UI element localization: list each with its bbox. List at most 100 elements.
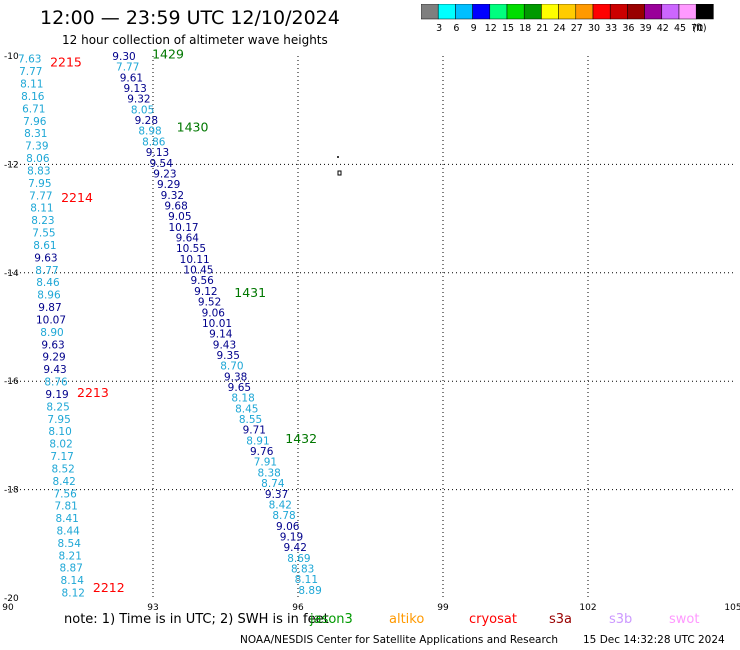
lon-tick-label: 102 — [579, 603, 596, 613]
wave-height-value: 10.55 — [176, 243, 206, 255]
wave-height-value: 8.02 — [49, 439, 72, 451]
wave-height-value: 8.41 — [55, 513, 78, 525]
wave-height-value: 8.42 — [269, 499, 292, 511]
wave-height-value: 8.87 — [60, 563, 83, 575]
legend-swatch — [695, 4, 714, 20]
wave-height-value: 8.77 — [35, 265, 58, 277]
legend-label: 36 — [622, 23, 634, 34]
track-number: 2215 — [50, 54, 82, 69]
wave-height-value: 9.65 — [228, 382, 251, 394]
wave-height-value: 8.83 — [291, 564, 314, 576]
track-number: 1429 — [152, 46, 184, 61]
wave-height-value: 8.45 — [235, 403, 258, 415]
legend-label: 42 — [657, 23, 669, 34]
wave-height-value: 8.21 — [59, 550, 82, 562]
wave-height-value: 8.74 — [261, 478, 285, 490]
wave-height-value: 9.13 — [146, 147, 169, 159]
wave-height-value: 8.78 — [272, 510, 295, 522]
wave-height-value: 8.69 — [287, 553, 310, 565]
legend-unit: (ft) — [692, 23, 706, 34]
lon-tick-label: 96 — [292, 603, 304, 613]
track-number: 2212 — [93, 580, 125, 595]
wave-height-value: 7.56 — [53, 488, 77, 500]
wave-height-value: 8.55 — [239, 414, 262, 426]
altimeter-map: 90 93 96 99 102 105-10-12-14-16-18-20 2215221… — [2, 46, 740, 613]
lat-lon-grid — [8, 56, 733, 598]
wave-height-value: 8.89 — [298, 585, 321, 597]
wave-height-legend: 3 6 9 12 15 18 21 24 27 30 33 36 39 42 45 70(ft) — [421, 4, 714, 34]
wave-height-value: 8.70 — [220, 361, 243, 373]
wave-height-value: 6.71 — [22, 103, 45, 115]
lon-tick-label: 93 — [147, 603, 158, 613]
legend-label: 27 — [571, 23, 583, 34]
lat-tick-label: -14 — [4, 269, 19, 279]
generated-time: 15 Dec 14:32:28 UTC 2024 — [583, 634, 725, 646]
track-number: 1432 — [285, 431, 317, 446]
wave-height-value: 8.05 — [131, 104, 154, 116]
wave-height-value: 7.91 — [254, 457, 277, 469]
wave-height-value: 10.01 — [202, 318, 232, 330]
lat-tick-label: -16 — [4, 377, 19, 387]
wave-height-value: 9.19 — [280, 531, 303, 543]
legend-label: 21 — [536, 23, 548, 34]
wave-height-value: 9.06 — [202, 307, 226, 319]
map-subtitle: 12 hour collection of altimeter wave hei… — [62, 33, 328, 47]
wave-height-value: 9.64 — [176, 233, 200, 245]
wave-height-value: 10.45 — [183, 265, 213, 277]
wave-height-value: 7.77 — [116, 62, 139, 74]
wave-height-value: 8.52 — [51, 463, 74, 475]
wave-height-value: 8.86 — [142, 136, 166, 148]
lat-tick-label: -20 — [4, 594, 19, 604]
wave-height-value: 7.77 — [29, 190, 52, 202]
wave-height-value: 9.68 — [164, 200, 187, 212]
wave-height-value: 8.38 — [257, 467, 280, 479]
wave-height-value: 9.30 — [112, 51, 135, 63]
legend-label: 6 — [453, 23, 459, 34]
wave-height-value: 9.61 — [120, 72, 143, 84]
satellite-altiko: altiko — [389, 612, 425, 627]
satellite-cryosat: cryosat — [469, 612, 517, 627]
wave-height-value: 7.17 — [50, 451, 73, 463]
wave-height-value: 9.43 — [213, 339, 236, 351]
wave-height-value: 8.42 — [52, 476, 75, 488]
wave-height-value: 8.25 — [46, 401, 69, 413]
track-number: 2213 — [77, 385, 109, 400]
legend-label: 3 — [436, 23, 442, 34]
legend-label: 30 — [588, 23, 600, 34]
island-dot — [337, 156, 339, 158]
wave-height-value: 9.38 — [224, 371, 247, 383]
wave-height-value: 9.56 — [190, 275, 214, 287]
wave-height-value: 9.32 — [127, 94, 150, 106]
lat-tick-label: -10 — [4, 52, 19, 62]
wave-height-value: 8.18 — [231, 393, 254, 405]
legend-label: 24 — [554, 23, 566, 34]
wave-height-value: 9.35 — [217, 350, 240, 362]
wave-height-value: 10.17 — [169, 222, 199, 234]
note-text: note: 1) Time is in UTC; 2) SWH is in fe… — [64, 612, 329, 627]
wave-height-value: 8.06 — [26, 153, 50, 165]
wave-height-value: 9.43 — [43, 364, 66, 376]
track-number: 1431 — [234, 285, 266, 300]
wave-height-value: 9.19 — [45, 389, 68, 401]
wave-height-value: 9.29 — [157, 179, 180, 191]
axis-ticks: 90 93 96 99 102 105 -10 -12 -14 -16 -18 -20 — [2, 52, 740, 613]
wave-height-value: 7.63 — [18, 54, 41, 66]
wave-height-value: 8.90 — [40, 327, 63, 339]
lon-tick-label: 90 — [2, 603, 14, 613]
legend-label: 70 — [691, 23, 703, 34]
legend-label: 9 — [471, 23, 477, 34]
wave-height-value: 9.05 — [168, 211, 191, 223]
wave-height-value: 9.28 — [135, 115, 158, 127]
satellite-jason3: jason3 — [310, 612, 353, 627]
wave-height-value: 8.11 — [295, 574, 318, 586]
wave-height-value: 8.98 — [138, 126, 161, 138]
satellite-s3b: s3b — [609, 612, 633, 627]
legend-label: 33 — [605, 23, 617, 34]
lon-tick-label: 105 — [724, 603, 740, 613]
satellite-swot: swot — [669, 612, 700, 627]
wave-height-value: 10.07 — [36, 314, 66, 326]
wave-height-values: 7.637.778.118.166.717.968.317.398.068.83… — [18, 51, 322, 600]
lat-tick-label: -18 — [4, 486, 19, 496]
lat-tick-label: -12 — [4, 160, 19, 170]
wave-height-value: 8.44 — [56, 526, 80, 538]
